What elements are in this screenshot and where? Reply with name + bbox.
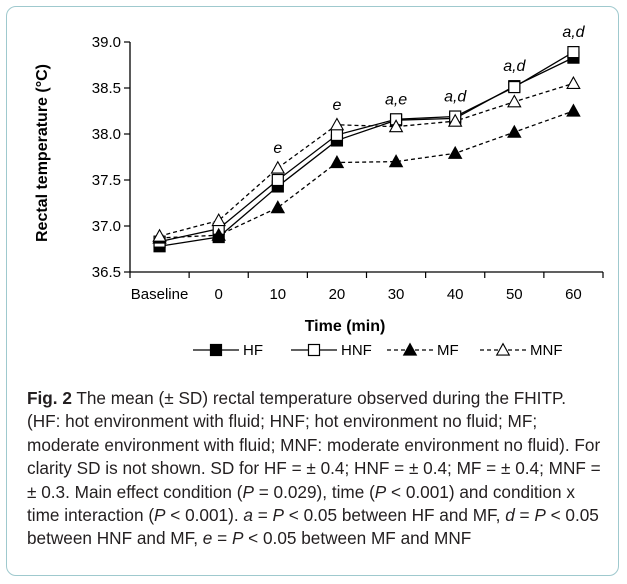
x-tick-labels: Baseline 0 10 20 30 40 50 60 [131, 286, 582, 303]
caption-segment: < 0.001) and condition x time interactio… [27, 481, 575, 526]
y-axis-label: Rectal temperature (°C) [34, 64, 51, 242]
data-point-hnf [271, 173, 284, 187]
data-point-mf [329, 155, 345, 169]
caption-segment: P [374, 481, 387, 502]
data-point-mnf [388, 119, 404, 133]
x-tick-label: Baseline [131, 286, 189, 303]
y-tick-label: 37.5 [92, 172, 121, 189]
data-point-mnf [329, 117, 345, 131]
legend-marker-mf [402, 342, 418, 356]
chart-legend: HF HNF MF MNF [193, 342, 563, 359]
data-point-mf [270, 200, 286, 214]
chart-axes [124, 41, 604, 278]
x-tick-label: 10 [269, 286, 286, 303]
caption-segment: = [212, 528, 232, 549]
y-tick-label: 38.0 [92, 126, 121, 143]
data-point-hnf [330, 128, 344, 142]
rectal-temperature-chart: Rectal temperature (°C) Time (min) 36.53… [34, 24, 604, 359]
caption-segment: < 0.05 between HNF and MF, [27, 505, 599, 549]
data-point-mf [388, 154, 404, 168]
caption-segment: The mean (± SD) rectal temperature obser… [27, 388, 601, 502]
data-point-mnf [566, 75, 581, 90]
data-point-mf [211, 227, 226, 241]
x-tick-label: 40 [447, 286, 464, 303]
caption-segment: = [252, 505, 273, 526]
data-point-mnf [152, 228, 167, 242]
data-point-hnf [567, 46, 580, 59]
y-tick-label: 36.5 [92, 264, 121, 281]
significance-annotations: e e a,e a,d a,d a,d [273, 24, 585, 157]
caption-segment: a [243, 505, 253, 526]
data-point-mf [566, 103, 581, 117]
caption-segment: e [202, 528, 213, 549]
caption-figure-label: Fig. 2 [27, 388, 72, 408]
x-axis-label: Time (min) [305, 318, 386, 335]
data-point-mnf [447, 113, 463, 127]
caption-segment: P [231, 528, 244, 549]
y-tick-label: 37.0 [92, 218, 121, 235]
y-tick-labels: 36.5 37.0 37.5 38.0 38.5 39.0 [92, 34, 121, 281]
annotation-label: e [273, 140, 282, 157]
x-tick-label: 60 [565, 286, 582, 303]
caption-segment: P [534, 505, 546, 526]
caption-segment: = [514, 505, 535, 526]
y-tick-label: 39.0 [92, 34, 121, 51]
caption-segment: P [242, 481, 254, 502]
x-tick-label: 0 [215, 286, 223, 303]
x-tick-label: 20 [329, 286, 346, 303]
series-line-mf [159, 110, 574, 239]
annotation-label: a,e [385, 91, 407, 108]
legend-marker-hf [209, 343, 223, 357]
legend-label-hnf: HNF [341, 342, 372, 359]
series-markers [152, 46, 581, 253]
data-point-mf [447, 145, 463, 159]
legend-marker-hnf [307, 343, 321, 357]
caption-text: Fig. 2 The mean (± SD) rectal temperatur… [27, 387, 602, 551]
data-point-mf [507, 124, 522, 138]
annotation-label: a,d [503, 58, 526, 75]
x-tick-label: 30 [388, 286, 405, 303]
caption-segment: = 0.029), time ( [253, 481, 375, 502]
legend-label-mf: MF [437, 342, 459, 359]
annotation-label: e [332, 97, 341, 114]
x-tick-label: 50 [506, 286, 523, 303]
data-point-hnf [508, 80, 521, 94]
data-point-mnf [211, 213, 226, 227]
caption-segment: P [272, 505, 285, 526]
legend-label-mnf: MNF [530, 342, 563, 359]
y-tick-label: 38.5 [92, 80, 121, 97]
series-lines [159, 51, 574, 247]
data-point-mnf [270, 160, 286, 174]
caption-segment: P [154, 505, 166, 526]
annotation-label: a,d [562, 24, 585, 41]
legend-label-hf: HF [243, 342, 263, 359]
figure-caption: Fig. 2 The mean (± SD) rectal temperatur… [27, 387, 602, 551]
legend-marker-mnf [495, 342, 511, 356]
data-point-mnf [507, 94, 522, 108]
caption-segment: < 0.05 between HF and MF, [284, 505, 506, 526]
caption-segment: d [505, 505, 515, 526]
caption-segment: < 0.001). [165, 505, 244, 526]
annotation-label: a,d [444, 89, 467, 106]
series-line-hnf [159, 51, 574, 243]
caption-segment: < 0.05 between MF and MNF [243, 528, 472, 549]
